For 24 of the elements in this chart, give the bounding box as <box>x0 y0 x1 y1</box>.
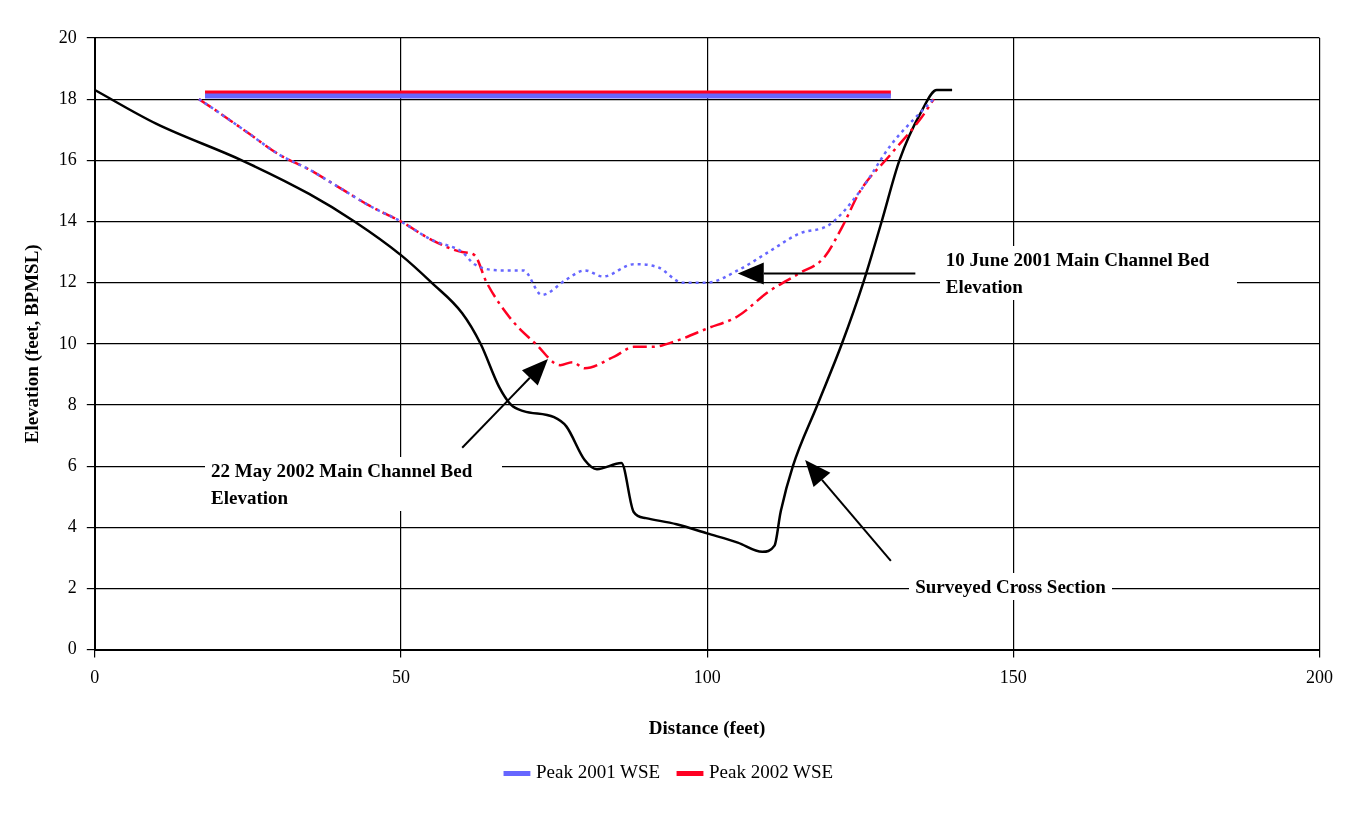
y-tick-label: 6 <box>67 454 77 475</box>
y-tick-label: 10 <box>58 332 77 353</box>
x-tick-label: 50 <box>391 667 410 688</box>
y-tick-label: 14 <box>58 210 77 231</box>
y-tick-label: 12 <box>58 271 77 292</box>
x-tick-label: 200 <box>1306 667 1333 688</box>
legend-label: Peak 2001 WSE <box>535 761 661 783</box>
y-axis-title: Elevation (feet, BPMSL) <box>21 244 44 444</box>
annotation: 10 June 2001 Main Channel Bed Elevation <box>939 245 1237 300</box>
y-tick-label: 0 <box>67 638 77 659</box>
y-tick-label: 4 <box>67 516 77 537</box>
x-tick-label: 0 <box>90 667 100 688</box>
y-tick-label: 18 <box>58 87 77 108</box>
x-axis-title: Distance (feet) <box>648 716 766 739</box>
y-tick-label: 20 <box>58 26 77 47</box>
line-series <box>197 97 935 297</box>
y-tick-label: 8 <box>67 393 77 414</box>
legend-label: Peak 2002 WSE <box>709 761 834 783</box>
x-tick-label: 100 <box>693 667 721 688</box>
annotation: Surveyed Cross Section <box>909 573 1112 601</box>
y-tick-label: 16 <box>58 149 77 170</box>
y-tick-label: 2 <box>67 577 77 598</box>
annotation: 22 May 2002 Main Channel Bed Elevation <box>205 456 503 511</box>
x-tick-label: 150 <box>999 667 1027 688</box>
